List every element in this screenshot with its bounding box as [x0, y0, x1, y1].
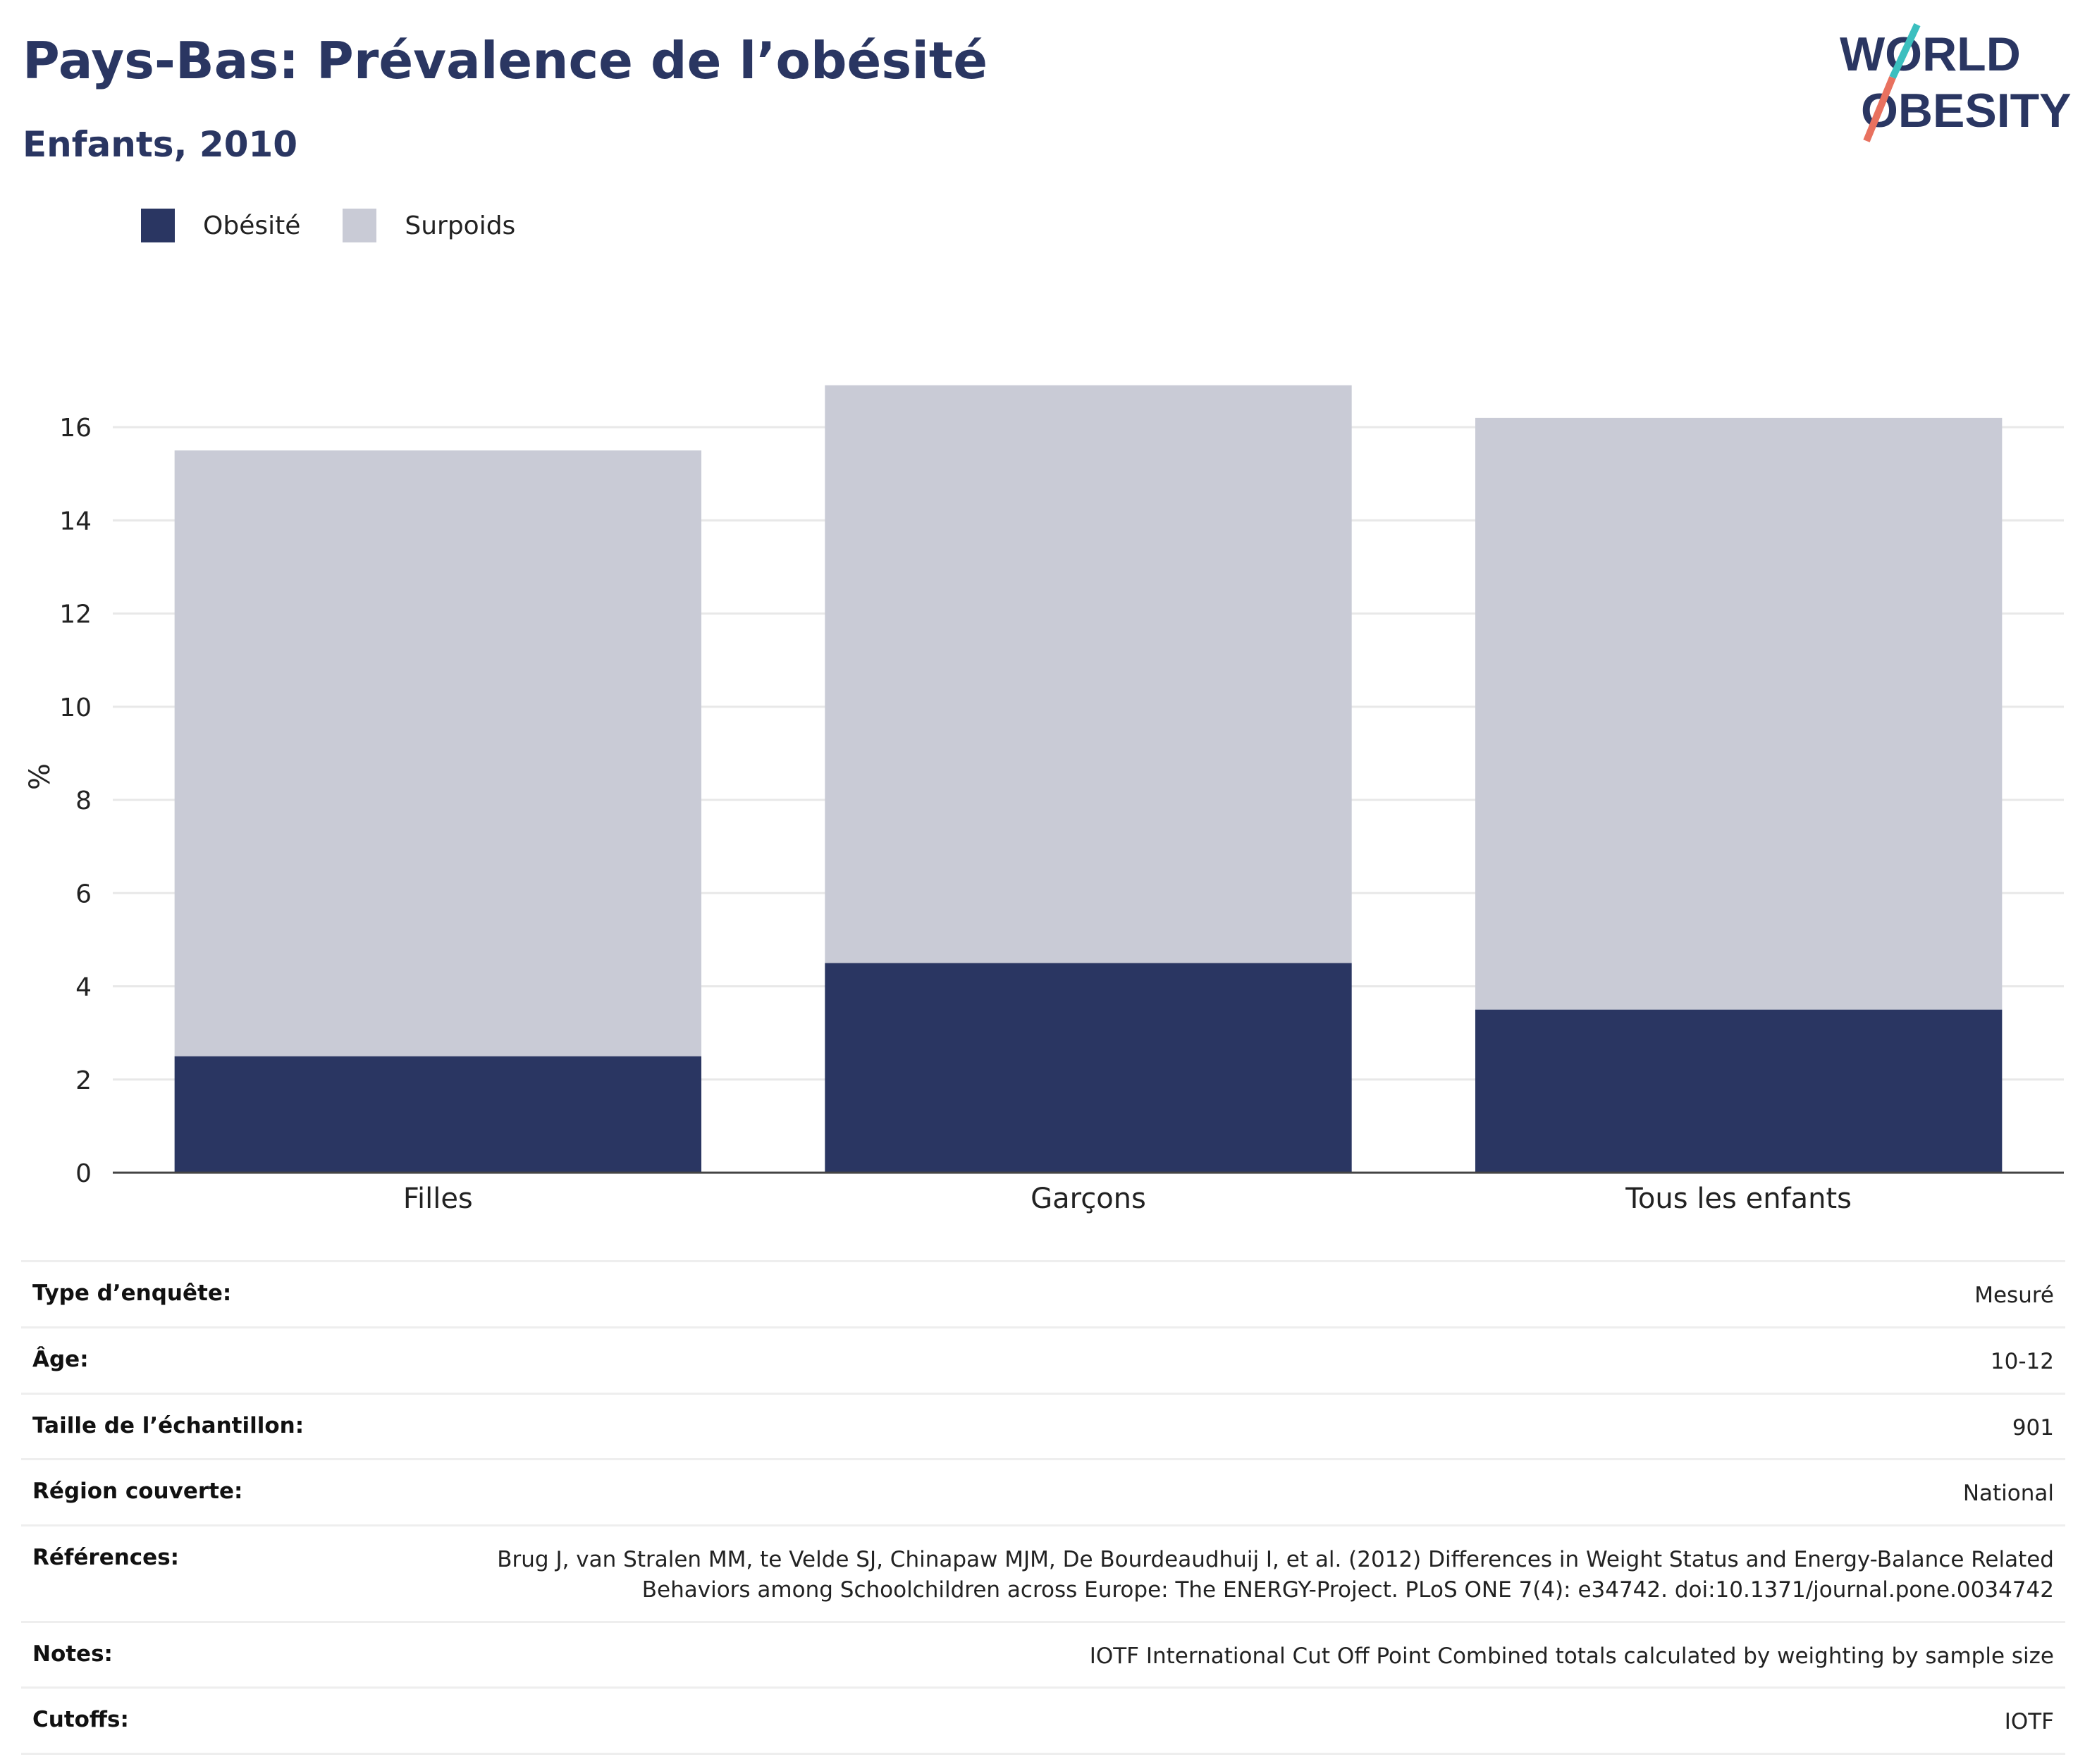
bar-obesity: [174, 1056, 702, 1173]
meta-row-references: Références: Brug J, van Stralen MM, te V…: [21, 1524, 2065, 1621]
meta-label: Cutoffs:: [32, 1707, 129, 1733]
meta-label: Âge:: [32, 1346, 89, 1372]
meta-value: 901: [2012, 1414, 2054, 1441]
y-tick-label: 4: [75, 973, 92, 1002]
x-tick-label: Filles: [403, 1183, 473, 1215]
y-tick-label: 0: [75, 1159, 92, 1188]
y-tick-label: 10: [59, 693, 92, 722]
meta-value: Brug J, van Stralen MM, te Velde SJ, Chi…: [497, 1547, 2054, 1603]
world-obesity-logo: WORLD OBESITY: [1840, 23, 2072, 142]
bar-obesity: [1475, 1009, 2003, 1173]
y-tick-label: 8: [75, 787, 92, 815]
legend-swatch-obesity: [141, 209, 175, 242]
meta-label: Références:: [32, 1545, 180, 1571]
page-title: Pays-Bas: Prévalence de l’obésité: [23, 31, 988, 90]
meta-row-cutoffs: Cutoffs: IOTF: [21, 1686, 2065, 1756]
meta-value: IOTF: [2004, 1709, 2054, 1735]
meta-label: Notes:: [32, 1641, 113, 1667]
legend-swatch-overweight: [343, 209, 377, 242]
y-axis-label: %: [24, 763, 56, 790]
y-tick-label: 14: [59, 507, 92, 536]
meta-row-notes: Notes: IOTF International Cut Off Point …: [21, 1620, 2065, 1687]
legend-label-obesity: Obésité: [203, 211, 301, 240]
chart-legend: Obésité Surpoids: [141, 209, 558, 242]
y-tick-label: 16: [59, 414, 92, 443]
meta-value: National: [1962, 1481, 2054, 1507]
x-tick-label: Garçons: [1031, 1183, 1146, 1215]
bar-obesity: [825, 963, 1352, 1173]
legend-item-obesity: Obésité: [141, 209, 300, 242]
bar-overweight: [1475, 417, 2003, 1010]
y-tick-label: 6: [75, 880, 92, 908]
y-tick-label: 2: [75, 1066, 92, 1095]
legend-label-overweight: Surpoids: [405, 211, 516, 240]
bar-overweight: [825, 385, 1352, 963]
bar-overweight: [174, 450, 702, 1056]
meta-value: 10-12: [1990, 1348, 2054, 1374]
meta-row-region: Région couverte: National: [21, 1458, 2065, 1524]
meta-label: Taille de l’échantillon:: [32, 1412, 305, 1438]
meta-label: Région couverte:: [32, 1479, 243, 1505]
svg-text:WORLD: WORLD: [1840, 27, 2021, 81]
meta-row-sample-size: Taille de l’échantillon: 901: [21, 1392, 2065, 1459]
meta-label: Type d’enquête:: [32, 1281, 232, 1306]
legend-item-overweight: Surpoids: [343, 209, 515, 242]
svg-text:OBESITY: OBESITY: [1861, 84, 2072, 137]
meta-value: IOTF International Cut Off Point Combine…: [1089, 1643, 2054, 1669]
metadata-table: Type d’enquête: Mesuré Âge: 10-12 Taille…: [21, 1260, 2065, 1756]
bar-chart: 0 2 4 6 8 10 12 14 16% Filles Garçons Tous les enfa…: [24, 385, 2064, 1215]
meta-value: Mesuré: [1974, 1283, 2054, 1308]
meta-row-age: Âge: 10-12: [21, 1326, 2065, 1393]
meta-row-survey-type: Type d’enquête: Mesuré: [21, 1260, 2065, 1326]
page-subtitle: Enfants, 2010: [23, 124, 298, 165]
x-tick-label: Tous les enfants: [1625, 1183, 1852, 1215]
y-tick-label: 12: [59, 600, 92, 629]
